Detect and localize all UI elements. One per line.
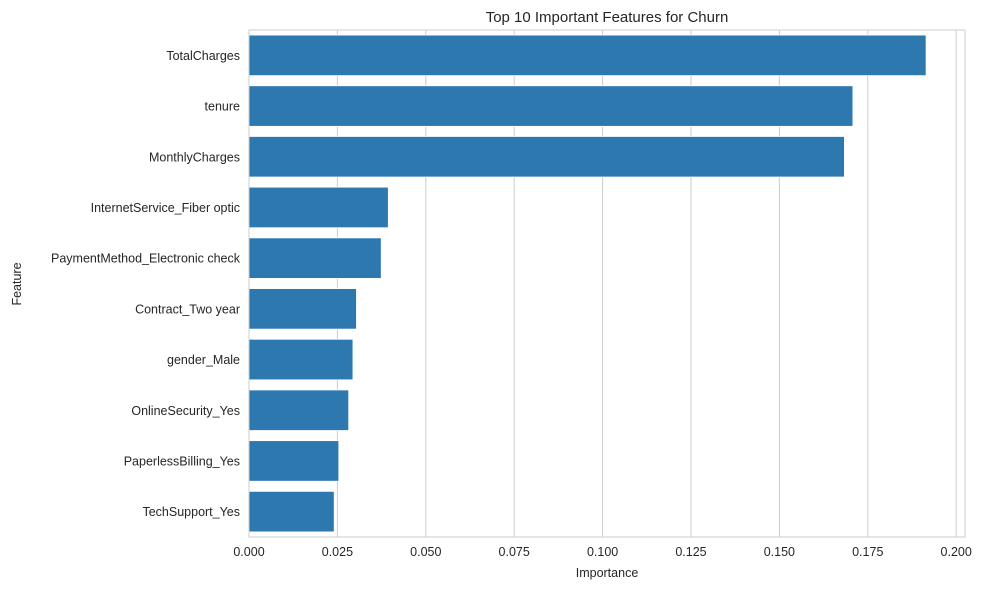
x-tick-label: 0.000 [233,545,264,559]
y-tick-label: MonthlyCharges [149,150,240,164]
x-tick-label: 0.025 [322,545,353,559]
bar [248,338,354,381]
y-tick-labels: TotalCharges tenure MonthlyCharges Internet… [51,49,241,519]
x-tick-label: 0.150 [764,545,795,559]
y-tick-label: PaperlessBilling_Yes [124,454,240,468]
bar [248,288,357,330]
y-tick-label: TechSupport_Yes [142,505,240,519]
x-tick-label: 0.175 [852,545,883,559]
bar [248,136,845,178]
bar [248,490,335,533]
y-tick-label: OnlineSecurity_Yes [131,404,240,418]
y-tick-label: InternetService_Fiber optic [91,201,240,215]
x-tick-label: 0.125 [675,545,706,559]
plot-frame [248,29,966,538]
x-tick-label: 0.200 [941,545,972,559]
y-tick-label: tenure [205,100,240,114]
x-tick-label: 0.100 [587,545,618,559]
y-tick-label: Contract_Two year [135,302,240,316]
y-tick-label: PaymentMethod_Electronic check [51,252,241,266]
bar [248,237,382,279]
x-tick-labels: 0.000 0.025 0.050 0.075 0.100 0.125 0.150 0.175… [233,545,971,559]
y-tick-label: gender_Male [167,353,240,367]
x-tick-label: 0.050 [410,545,441,559]
x-tick-label: 0.075 [499,545,530,559]
bar [248,389,350,431]
y-axis-label: Feature [10,262,24,305]
y-tick-label: TotalCharges [166,49,240,63]
bar [248,440,340,482]
bar [248,85,854,127]
bar [248,34,927,77]
chart-title: Top 10 Important Features for Churn [486,9,729,26]
bar [248,186,389,229]
x-axis-label: Importance [576,566,639,580]
bars [248,34,927,533]
